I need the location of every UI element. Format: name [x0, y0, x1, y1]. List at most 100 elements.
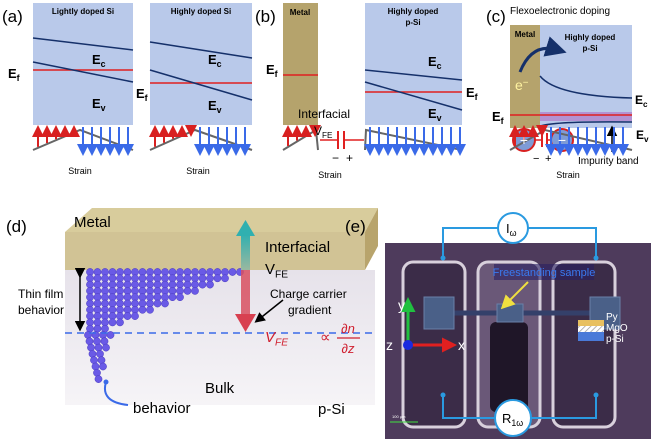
panel-label: (d): [6, 217, 27, 236]
symbol: E: [492, 109, 501, 124]
panel-label: (e): [345, 217, 366, 236]
subscript: v: [217, 105, 222, 115]
box-title: Highly doped: [388, 7, 439, 16]
superscript: −: [523, 78, 529, 89]
carrier-dot: [102, 344, 109, 351]
carrier-dot: [96, 350, 103, 357]
box-title: p-Si: [405, 18, 420, 27]
strain-label: Strain: [318, 170, 342, 180]
metal-top: [65, 208, 378, 232]
scale-bar-label: 100 μm: [392, 414, 406, 419]
subscript: 1ω: [511, 418, 523, 428]
strain-label: Strain: [68, 166, 92, 176]
strain-label: Strain: [556, 170, 580, 180]
center-pad: [497, 304, 523, 322]
box-title: p-Si: [582, 44, 597, 53]
minus-sign: −: [533, 153, 539, 165]
subscript: f: [17, 73, 20, 83]
carrier-dot: [87, 344, 94, 351]
carrier-dot: [98, 357, 105, 364]
band-label: Ef: [136, 86, 148, 103]
subscript: v: [437, 113, 442, 123]
mgo-layer: [578, 326, 604, 332]
symbol: E: [208, 52, 217, 67]
carrier-dot: [199, 281, 206, 288]
symbol: E: [92, 52, 101, 67]
psi-layer: [578, 332, 604, 341]
ion-sign: +: [520, 132, 528, 148]
carrier-dot: [109, 319, 116, 326]
box-title: Metal: [515, 30, 535, 39]
symbol: E: [8, 66, 17, 81]
wire-node: [441, 256, 446, 261]
wire-node: [594, 256, 599, 261]
subscript: v: [101, 103, 106, 113]
symbol: E: [92, 96, 101, 111]
wire-node: [441, 393, 446, 398]
panel-title: Flexoelectronic doping: [510, 6, 610, 17]
bulk-pointer-dot: [104, 380, 109, 385]
carrier-dot: [131, 313, 138, 320]
plus-sign: +: [545, 153, 551, 165]
carrier-dot: [146, 306, 153, 313]
band-box: [33, 3, 133, 125]
subscript: FE: [322, 131, 333, 140]
symbol: V: [265, 261, 275, 278]
box-title: Highly doped Si: [171, 7, 231, 16]
carrier-dot: [99, 363, 106, 370]
minus-sign: −: [332, 151, 339, 165]
symbol: E: [428, 106, 437, 121]
wire-node: [594, 393, 599, 398]
page: { "panel_a": { "label": "(a)", "left": {…: [0, 0, 656, 439]
carrier-dot: [93, 338, 100, 345]
plus-sign: +: [346, 151, 353, 165]
axis-label: z: [386, 337, 393, 353]
layer-label: MgO: [606, 323, 628, 334]
carrier-dot: [221, 275, 228, 282]
symbol: E: [428, 54, 437, 69]
carrier-dot: [86, 338, 93, 345]
subscript: FE: [275, 338, 288, 349]
carrier-dot: [161, 300, 168, 307]
contact-pad: [424, 297, 454, 329]
subscript: f: [475, 92, 478, 102]
carrier-dot: [206, 281, 213, 288]
band-label: Ef: [266, 62, 278, 79]
subscript: f: [145, 93, 148, 103]
band-label: Ev: [636, 128, 649, 144]
gradient-arrow-shaft: [241, 270, 250, 316]
box-title: Highly doped: [565, 33, 616, 42]
subscript: c: [437, 61, 442, 71]
thin-film-label: behavior: [18, 303, 64, 317]
symbol: E: [635, 93, 643, 107]
band-box: [150, 3, 252, 125]
symbol: E: [636, 128, 644, 142]
vfe-label: VFE: [314, 124, 333, 140]
subscript: FE: [275, 270, 288, 281]
formula-operator: ∝: [320, 329, 331, 346]
carrier-dot: [214, 275, 221, 282]
z-axis-dot: [403, 340, 413, 350]
carrier-dot: [89, 350, 96, 357]
band-label: Ef: [8, 66, 20, 83]
carrier-dot: [169, 294, 176, 301]
subscript: c: [643, 100, 648, 109]
panel-b: [283, 3, 462, 149]
carrier-dot: [176, 294, 183, 301]
gradient-label: Charge carrier: [270, 287, 347, 301]
carrier-dot: [191, 287, 198, 294]
axis-label: x: [458, 337, 465, 353]
carrier-dot: [116, 319, 123, 326]
subscript: f: [501, 116, 504, 126]
carrier-dot: [95, 344, 102, 351]
layer-label: Py: [606, 312, 618, 323]
carrier-dot: [139, 306, 146, 313]
symbol: E: [136, 86, 145, 101]
band-label: Ec: [635, 93, 648, 109]
carrier-dot: [101, 338, 108, 345]
symbol: E: [466, 85, 475, 100]
panel-label: (b): [255, 7, 276, 26]
figure: (a)(b)(c)(d)(e)Lightly doped SiEcEvEfStr…: [0, 0, 656, 439]
interfacial-label: Interfacial: [265, 239, 330, 256]
layer-label: p-Si: [606, 334, 624, 345]
